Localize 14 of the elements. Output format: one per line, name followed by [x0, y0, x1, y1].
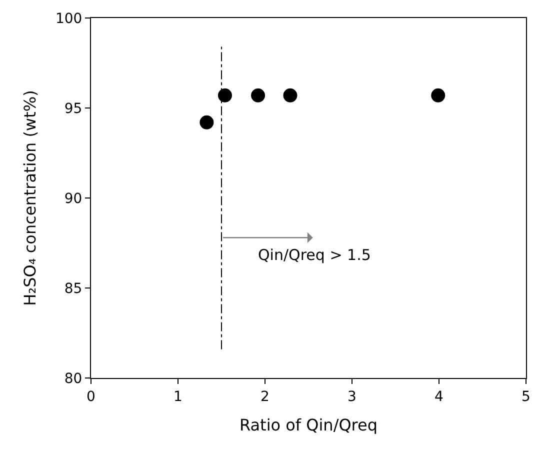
y-tick-label: 90: [64, 190, 82, 207]
y-tick-label: 95: [64, 100, 82, 117]
x-tick-label: 5: [522, 388, 530, 405]
x-tick-label: 3: [348, 388, 356, 405]
x-tick-label: 2: [260, 388, 270, 405]
x-tick-label: 0: [86, 388, 96, 405]
y-axis-title: H₂SO₄ concentration (wt%): [20, 90, 40, 306]
y-tick-label: 85: [64, 280, 82, 297]
x-tick-label: 1: [174, 388, 182, 405]
y-tick-label: 100: [55, 10, 82, 27]
annotation: Qin/Qreq > 1.5: [258, 246, 371, 264]
y-tick-label: 80: [64, 370, 82, 387]
x-axis-title: Ratio of Qin/Qreq: [239, 416, 378, 434]
x-tick-label: 4: [434, 388, 444, 405]
